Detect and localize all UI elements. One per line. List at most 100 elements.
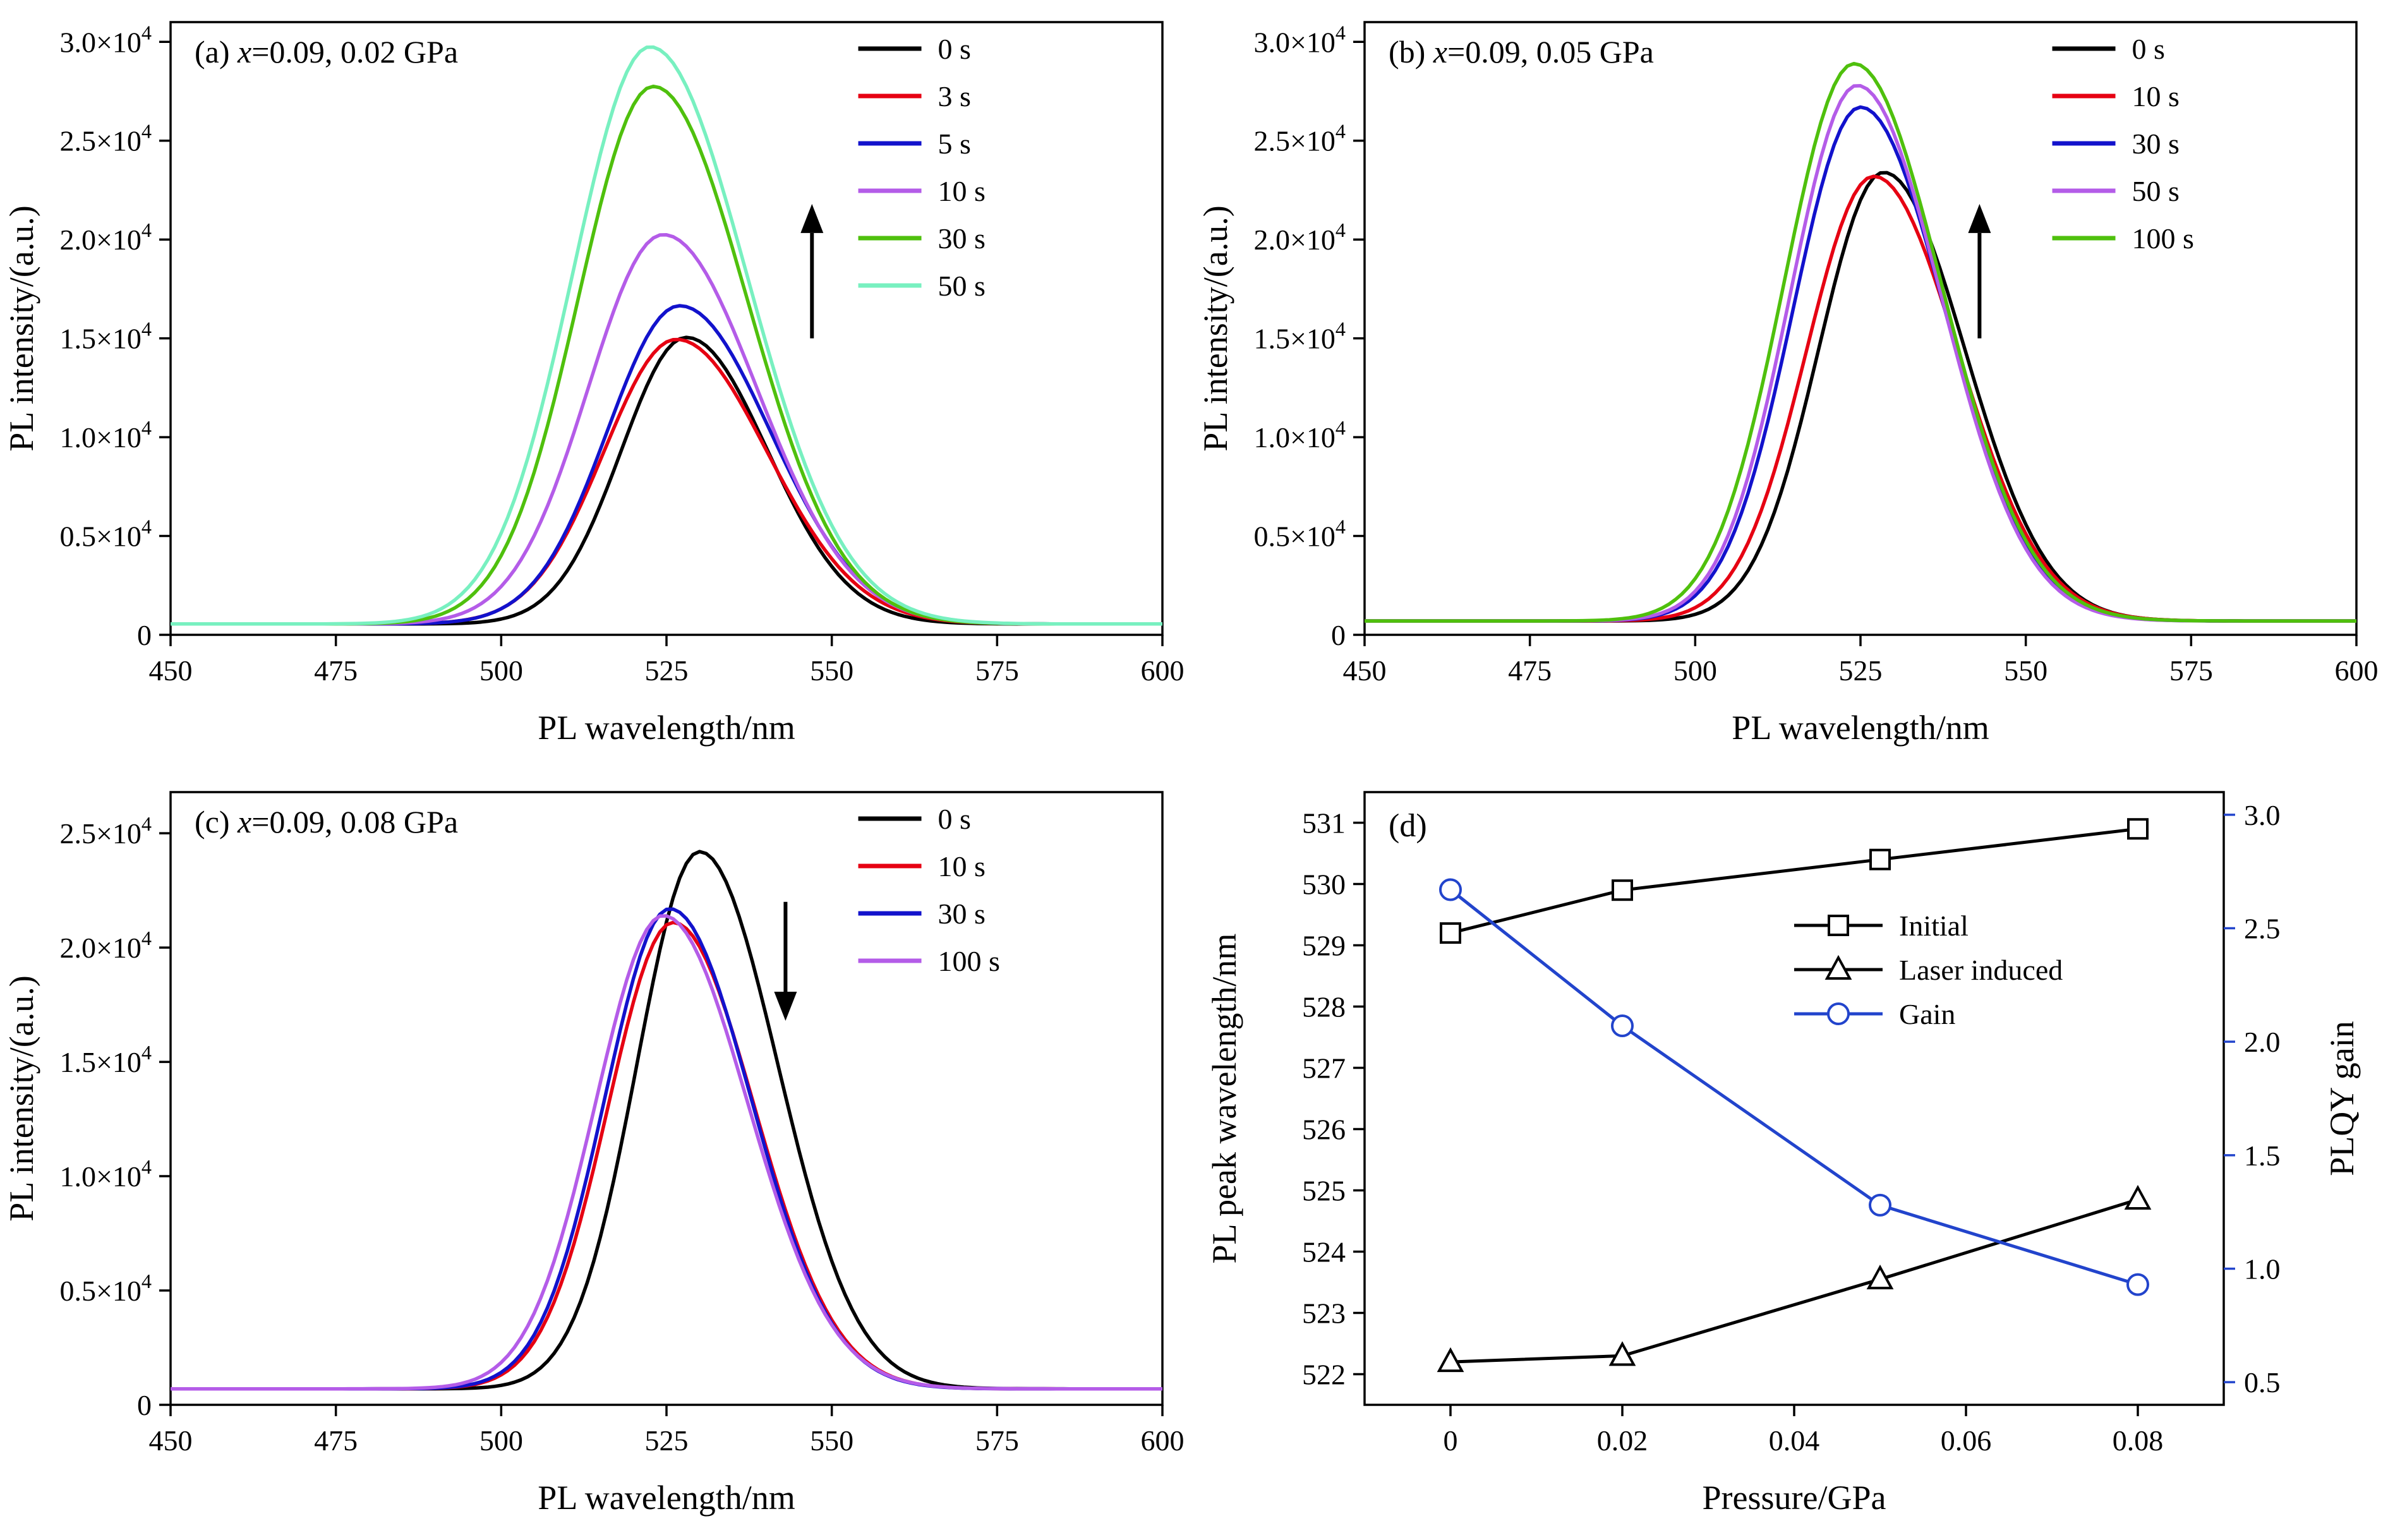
panel-title: (c) x=0.09, 0.08 GPa (195, 804, 458, 839)
y-axis-left-label: PL peak wavelength/nm (1205, 934, 1243, 1264)
y-tick-label: 0 (137, 1389, 152, 1421)
x-tick-label: 0 (1444, 1424, 1458, 1457)
y-left-tick-label: 522 (1302, 1359, 1346, 1391)
x-tick-label: 550 (2004, 654, 2047, 687)
y-left-tick-label: 525 (1302, 1175, 1346, 1207)
x-axis-label: Pressure/GPa (1703, 1479, 1886, 1517)
legend-label: Laser induced (1899, 954, 2063, 986)
legend-label: Initial (1899, 910, 1969, 942)
legend-label: 100 s (2132, 222, 2194, 255)
x-tick-label: 525 (645, 654, 689, 687)
y-tick-label: 2.0×104 (59, 927, 152, 964)
legend-label: 10 s (938, 175, 986, 207)
panel-c: 450 475 500 525 550 575 600 0 0.5×104 1.0×104 1.5×… (0, 770, 1194, 1540)
trend-arrow-head (1968, 203, 1991, 233)
panel-title: (d) (1389, 808, 1427, 844)
x-tick-label: 500 (1673, 654, 1717, 687)
y-tick-label: 0.5×104 (59, 1270, 152, 1307)
y-tick-label: 0 (1331, 619, 1346, 651)
plot-frame (1363, 791, 2225, 1406)
legend-label: 50 s (2132, 175, 2180, 207)
square-marker (1440, 922, 1461, 944)
curve-100s (171, 914, 1162, 1391)
curve-100s (1365, 61, 2356, 623)
y-left-tick-label: 530 (1302, 869, 1346, 901)
y-tick-label: 1.0×104 (59, 1155, 152, 1193)
y-tick-label: 2.5×104 (1253, 120, 1346, 157)
square-marker (1869, 848, 1891, 870)
panel-a: 450 475 500 525 550 575 600 0 0.5×104 1.0×104 1.5×… (0, 0, 1194, 770)
legend-label: 0 s (938, 803, 971, 835)
panel-d: 0 0.02 0.04 0.06 0.08 522 523 524 525 526 527 528 52… (1194, 770, 2388, 1540)
triangle-marker (1824, 954, 1852, 980)
plot-frame (169, 791, 1164, 1406)
panel-c-chart: 450 475 500 525 550 575 600 0 0.5×104 1.0×104 1.5×… (3, 791, 1185, 1517)
panel-b: 450 475 500 525 550 575 600 0 0.5×104 1.0×104 1.5×… (1194, 0, 2388, 770)
y-left-tick-label: 523 (1302, 1297, 1346, 1330)
y-tick-label: 0 (137, 619, 152, 651)
legend-label: 0 s (938, 33, 971, 65)
square-marker (1828, 915, 1849, 936)
x-tick-label: 525 (645, 1424, 689, 1457)
x-axis-label: PL wavelength/nm (538, 709, 795, 747)
y-right-tick-label: 2.5 (2244, 913, 2281, 945)
y-left-tick-label: 527 (1302, 1052, 1346, 1085)
y-right-tick-label: 1.0 (2244, 1253, 2281, 1285)
y-right-tick-label: 3.0 (2244, 799, 2281, 831)
square-marker (2127, 818, 2149, 840)
triangle-marker (1437, 1347, 1464, 1373)
legend-label: 100 s (938, 945, 1000, 977)
legend-label: 5 s (938, 128, 971, 160)
y-right-tick-label: 1.5 (2244, 1140, 2281, 1172)
x-tick-label: 550 (810, 1424, 853, 1457)
y-tick-label: 0.5×104 (1253, 515, 1346, 553)
y-left-tick-label: 524 (1302, 1236, 1346, 1268)
y-tick-label: 2.5×104 (59, 812, 152, 850)
circle-marker (1611, 1014, 1634, 1038)
legend-label: 30 s (938, 898, 986, 930)
x-tick-label: 0.02 (1597, 1424, 1648, 1457)
legend-label: 30 s (938, 222, 986, 255)
triangle-marker (2124, 1184, 2152, 1210)
x-tick-label: 550 (810, 654, 853, 687)
x-axis-label: PL wavelength/nm (1732, 709, 1989, 747)
legend-label: Gain (1899, 998, 1955, 1030)
x-tick-label: 500 (479, 654, 523, 687)
y-left-tick-label: 529 (1302, 930, 1346, 962)
y-left-tick-label: 528 (1302, 991, 1346, 1023)
y-axis-label: PL intensity/(a.u.) (1197, 205, 1234, 451)
curve-50s (171, 45, 1162, 626)
x-tick-label: 600 (2335, 654, 2379, 687)
trend-arrow-head (774, 991, 797, 1021)
y-axis-label: PL intensity/(a.u.) (3, 205, 40, 451)
y-tick-label: 0.5×104 (59, 515, 152, 553)
trend-arrow-head (800, 203, 824, 233)
x-tick-label: 575 (2169, 654, 2213, 687)
y-tick-label: 2.5×104 (59, 120, 152, 157)
y-tick-label: 2.0×104 (1253, 219, 1346, 256)
circle-marker (1869, 1193, 1891, 1217)
y-tick-label: 1.5×104 (59, 1041, 152, 1078)
y-tick-label: 3.0×104 (1253, 21, 1346, 58)
panel-d-chart: 0 0.02 0.04 0.06 0.08 522 523 524 525 526 527 528 52… (1205, 791, 2361, 1517)
x-tick-label: 575 (975, 1424, 1019, 1457)
x-tick-label: 475 (314, 654, 358, 687)
x-tick-label: 600 (1141, 654, 1185, 687)
x-axis-label: PL wavelength/nm (538, 1479, 795, 1517)
y-right-tick-label: 0.5 (2244, 1366, 2281, 1399)
x-tick-label: 475 (314, 1424, 358, 1457)
y-axis-right-label: PLQY gain (2323, 1021, 2361, 1176)
x-tick-label: 450 (149, 654, 193, 687)
legend-label: 10 s (2132, 80, 2180, 112)
y-tick-label: 1.5×104 (1253, 318, 1346, 355)
plot-frame (169, 21, 1164, 636)
y-tick-label: 1.0×104 (1253, 416, 1346, 454)
square-marker (1612, 879, 1633, 901)
triangle-marker (1608, 1341, 1636, 1366)
series-line-circle (1449, 888, 2138, 1286)
triangle-marker (1866, 1264, 1894, 1290)
panel-a-chart: 450 475 500 525 550 575 600 0 0.5×104 1.0×104 1.5×… (3, 21, 1185, 747)
x-tick-label: 575 (975, 654, 1019, 687)
plot-frame (1363, 21, 2358, 636)
